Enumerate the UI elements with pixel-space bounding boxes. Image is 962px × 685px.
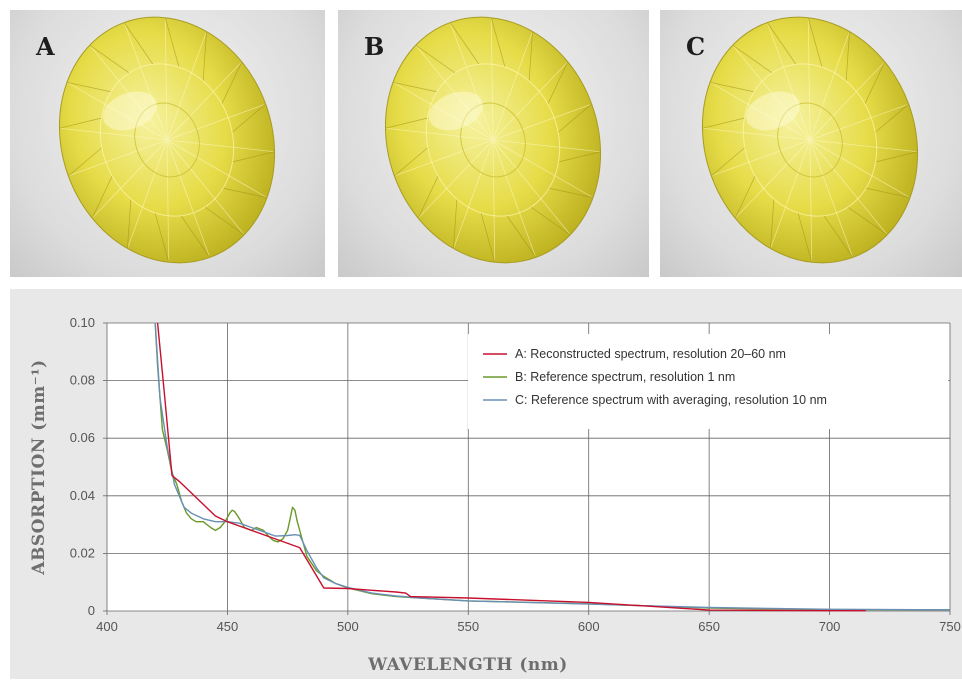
- x-axis-title: WAVELENGTH (nm): [367, 655, 568, 675]
- y-tick-label: 0.08: [70, 373, 95, 388]
- x-tick-label: 550: [457, 619, 479, 634]
- panel-label-c: C: [686, 32, 706, 61]
- y-tick-label: 0.02: [70, 545, 95, 560]
- gem-panel-b: B: [338, 10, 649, 277]
- x-tick-label: 700: [819, 619, 841, 634]
- panel-label-a: A: [36, 32, 55, 61]
- panel-label-b: B: [364, 32, 385, 61]
- gem-image-a: [58, 16, 276, 264]
- gem-facets: [385, 17, 601, 263]
- x-tick-label: 450: [217, 619, 239, 634]
- legend-label-a: A: Reconstructed spectrum, resolution 20…: [515, 347, 786, 361]
- gem-facets: [59, 17, 275, 263]
- gem-image-b: [384, 16, 602, 264]
- x-tick-label: 400: [96, 619, 118, 634]
- gem-panel-c: C: [660, 10, 962, 277]
- chart-svg: 400 450 500 550 600 650 700 750 0 0.02 0.04 0.06 0.0…: [29, 315, 961, 675]
- gem-image-c: [701, 16, 919, 264]
- series-line-a: [156, 322, 866, 612]
- series-lines: [154, 322, 951, 612]
- y-tick-label: 0.06: [70, 430, 95, 445]
- x-tick-label: 750: [939, 619, 961, 634]
- y-tick-label: 0.04: [70, 488, 95, 503]
- gem-facets: [702, 17, 918, 263]
- x-tick-label: 500: [337, 619, 359, 634]
- x-tick-label: 600: [578, 619, 600, 634]
- absorption-chart: 400 450 500 550 600 650 700 750 0 0.02 0.04 0.06 0.0…: [10, 289, 962, 679]
- y-tick-label: 0: [88, 603, 95, 618]
- gem-panel-a: A: [10, 10, 325, 277]
- series-line-c: [154, 322, 951, 611]
- legend-box: [468, 334, 948, 429]
- legend-label-b: B: Reference spectrum, resolution 1 nm: [515, 370, 735, 384]
- tick-labels: 400 450 500 550 600 650 700 750 0 0.02 0.04 0.06 0.0…: [70, 315, 961, 634]
- legend: A: Reconstructed spectrum, resolution 20…: [468, 334, 948, 429]
- x-tick-label: 650: [698, 619, 720, 634]
- y-tick-label: 0.10: [70, 315, 95, 330]
- legend-label-c: C: Reference spectrum with averaging, re…: [515, 393, 827, 407]
- y-axis-title: ABSORPTION (mm⁻¹): [29, 359, 49, 575]
